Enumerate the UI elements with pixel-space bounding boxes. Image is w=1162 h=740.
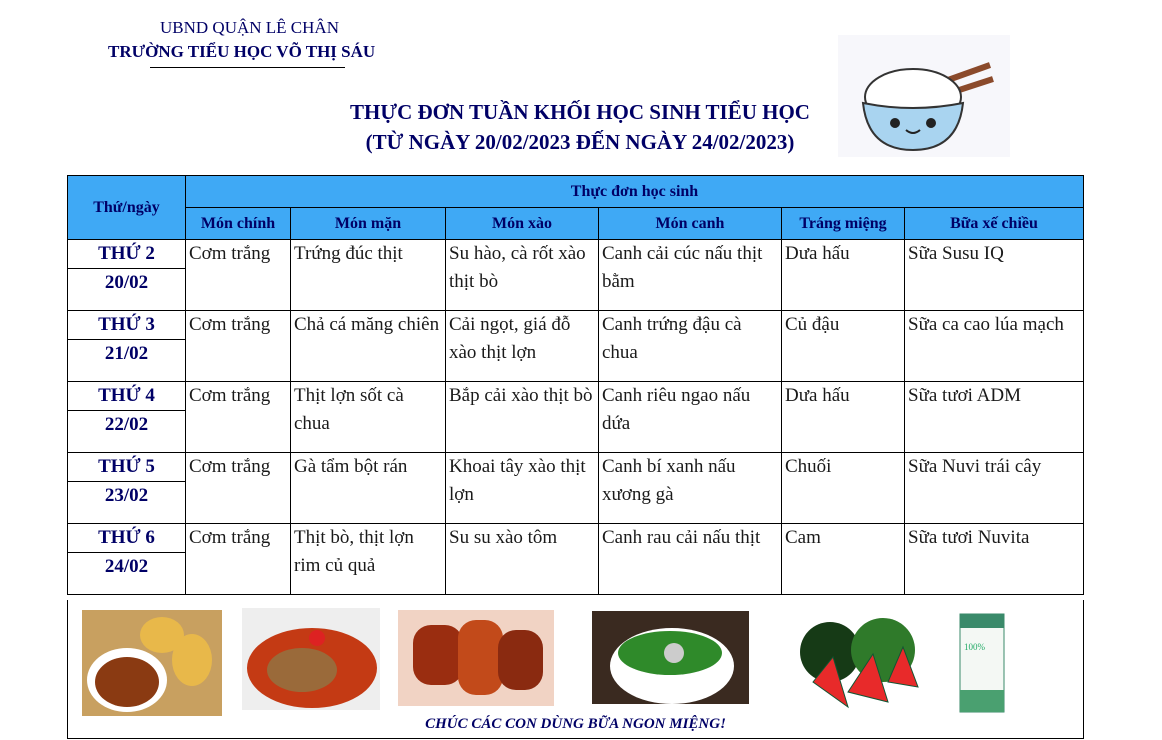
beef-stew-image bbox=[82, 610, 222, 716]
date: 22/02 bbox=[104, 414, 149, 435]
menu-cell: Trứng đúc thịt bbox=[290, 239, 446, 311]
menu-cell: Su su xào tôm bbox=[445, 523, 599, 595]
weekday: THỨ 3 bbox=[68, 311, 185, 340]
fish-sauce-image bbox=[242, 608, 380, 710]
date-range: (TỪ NGÀY 20/02/2023 ĐẾN NGÀY 24/02/2023) bbox=[365, 130, 795, 154]
day-header: Thứ/ngày bbox=[67, 175, 186, 240]
table-row: THỨ 2 20/02 Cơm trắng Trứng đúc thịt Su hào,… bbox=[67, 239, 1084, 311]
menu-cell: Sữa Susu IQ bbox=[904, 239, 1084, 311]
menu-cell: Chả cá măng chiên bbox=[290, 310, 446, 382]
column-header: Món canh bbox=[598, 207, 782, 240]
table-row: THỨ 3 21/02 Cơm trắng Chả cá măng chiên Cải … bbox=[67, 310, 1084, 382]
page-title: THỰC ĐƠN TUẦN KHỐI HỌC SINH TIỂU HỌC bbox=[350, 100, 810, 124]
menu-cell: Cơm trắng bbox=[185, 381, 291, 453]
glazed-ribs-image bbox=[398, 610, 554, 706]
milk-carton-image: 100% bbox=[959, 613, 1005, 713]
district-name: UBND QUẬN LÊ CHÂN bbox=[160, 18, 339, 37]
menu-cell: Dưa hấu bbox=[781, 381, 905, 453]
menu-cell: Sữa Nuvi trái cây bbox=[904, 452, 1084, 524]
weekday: THỨ 6 bbox=[68, 524, 185, 553]
date: 23/02 bbox=[104, 485, 149, 506]
column-header: Món mặn bbox=[290, 207, 446, 240]
menu-cell: Canh rau cải nấu thịt bbox=[598, 523, 782, 595]
column-header: Món chính bbox=[185, 207, 291, 240]
rice-bowl-icon bbox=[838, 35, 1010, 157]
column-header: Bữa xế chiều bbox=[904, 207, 1084, 240]
watermelon-image bbox=[800, 618, 919, 709]
day-cell: THỨ 6 24/02 bbox=[67, 523, 186, 595]
menu-cell: Củ đậu bbox=[781, 310, 905, 382]
menu-cell: Sữa tươi Nuvita bbox=[904, 523, 1084, 595]
menu-cell: Su hào, cà rốt xào thịt bò bbox=[445, 239, 599, 311]
column-header: Tráng miệng bbox=[781, 207, 905, 240]
menu-cell: Cải ngọt, giá đỗ xào thịt lợn bbox=[445, 310, 599, 382]
menu-cell: Sữa tươi ADM bbox=[904, 381, 1084, 453]
column-header: Món xào bbox=[445, 207, 599, 240]
day-cell: THỨ 2 20/02 bbox=[67, 239, 186, 311]
menu-cell: Khoai tây xào thịt lợn bbox=[445, 452, 599, 524]
menu-cell: Canh riêu ngao nấu dứa bbox=[598, 381, 782, 453]
menu-cell: Canh cải cúc nấu thịt bằm bbox=[598, 239, 782, 311]
menu-cell: Cam bbox=[781, 523, 905, 595]
menu-cell: Bắp cải xào thịt bò bbox=[445, 381, 599, 453]
menu-cell: Cơm trắng bbox=[185, 310, 291, 382]
menu-cell: Dưa hấu bbox=[781, 239, 905, 311]
vegetable-soup-image bbox=[592, 611, 749, 704]
menu-cell: Thịt lợn sốt cà chua bbox=[290, 381, 446, 453]
menu-cell: Sữa ca cao lúa mạch bbox=[904, 310, 1084, 382]
menu-cell: Canh bí xanh nấu xương gà bbox=[598, 452, 782, 524]
weekday: THỨ 4 bbox=[68, 382, 185, 411]
menu-cell: Cơm trắng bbox=[185, 452, 291, 524]
day-cell: THỨ 5 23/02 bbox=[67, 452, 186, 524]
menu-cell: Cơm trắng bbox=[185, 523, 291, 595]
menu-cell: Canh trứng đậu cà chua bbox=[598, 310, 782, 382]
menu-cell: Cơm trắng bbox=[185, 239, 291, 311]
day-cell: THỨ 3 21/02 bbox=[67, 310, 186, 382]
weekday: THỨ 5 bbox=[68, 453, 185, 482]
divider bbox=[150, 67, 345, 68]
table-row: THỨ 4 22/02 Cơm trắng Thịt lợn sốt cà chua B… bbox=[67, 381, 1084, 453]
menu-cell: Chuối bbox=[781, 452, 905, 524]
menu-cell: Gà tẩm bột rán bbox=[290, 452, 446, 524]
date: 24/02 bbox=[104, 556, 149, 577]
weekday: THỨ 2 bbox=[68, 240, 185, 269]
menu-cell: Thịt bò, thịt lợn rim củ quả bbox=[290, 523, 446, 595]
svg-text:100%: 100% bbox=[964, 642, 986, 652]
group-header: Thực đơn học sinh bbox=[185, 175, 1084, 208]
closing-message: CHÚC CÁC CON DÙNG BỮA NGON MIỆNG! bbox=[425, 716, 726, 732]
table-row: THỨ 6 24/02 Cơm trắng Thịt bò, thịt lợn rim… bbox=[67, 523, 1084, 595]
date: 21/02 bbox=[104, 343, 149, 364]
food-gallery: 100% CHÚC CÁC CON DÙNG BỮA NGON MIỆNG! bbox=[67, 600, 1084, 739]
school-name: TRƯỜNG TIỂU HỌC VÕ THỊ SÁU bbox=[108, 42, 376, 61]
table-row: THỨ 5 23/02 Cơm trắng Gà tẩm bột rán Khoai t… bbox=[67, 452, 1084, 524]
date: 20/02 bbox=[104, 272, 149, 293]
menu-table: Thứ/ngày Thực đơn học sinh Món chính Món … bbox=[67, 175, 1084, 595]
day-cell: THỨ 4 22/02 bbox=[67, 381, 186, 453]
